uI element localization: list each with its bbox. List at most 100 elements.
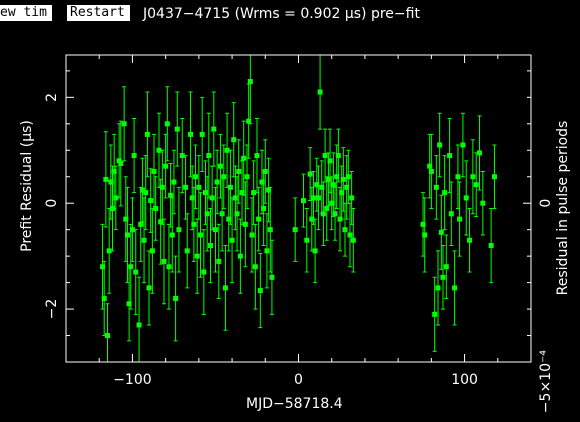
data-point[interactable]	[455, 174, 461, 180]
data-point[interactable]	[164, 121, 170, 127]
data-point[interactable]	[266, 187, 272, 193]
data-point[interactable]	[437, 142, 443, 148]
data-point[interactable]	[131, 153, 137, 159]
data-point[interactable]	[467, 237, 473, 243]
data-point[interactable]	[304, 237, 310, 243]
data-point[interactable]	[428, 168, 434, 174]
data-point[interactable]	[312, 248, 318, 254]
data-point[interactable]	[427, 163, 433, 169]
data-point[interactable]	[477, 150, 483, 156]
data-point[interactable]	[244, 174, 250, 180]
data-point[interactable]	[317, 89, 323, 95]
data-point[interactable]	[319, 184, 325, 190]
data-point[interactable]	[118, 161, 124, 167]
data-point[interactable]	[234, 211, 240, 217]
data-point[interactable]	[315, 195, 321, 201]
data-point[interactable]	[292, 227, 298, 233]
data-point[interactable]	[232, 195, 238, 201]
data-point[interactable]	[176, 227, 182, 233]
data-point[interactable]	[206, 153, 212, 159]
data-point[interactable]	[448, 211, 454, 217]
data-point[interactable]	[174, 126, 180, 132]
data-point[interactable]	[123, 216, 129, 222]
data-point[interactable]	[168, 192, 174, 198]
data-point[interactable]	[252, 264, 258, 270]
data-point[interactable]	[236, 168, 242, 174]
data-point[interactable]	[224, 147, 230, 153]
data-point[interactable]	[259, 179, 265, 185]
data-point[interactable]	[173, 295, 179, 301]
data-point[interactable]	[169, 232, 175, 238]
data-point[interactable]	[196, 184, 202, 190]
data-point[interactable]	[488, 243, 494, 249]
data-point[interactable]	[335, 153, 341, 159]
data-point[interactable]	[257, 288, 263, 294]
data-point[interactable]	[480, 200, 486, 206]
data-point[interactable]	[324, 206, 330, 211]
data-point[interactable]	[219, 211, 225, 217]
data-point[interactable]	[111, 168, 117, 174]
data-point[interactable]	[101, 295, 107, 301]
data-point[interactable]	[267, 227, 273, 233]
data-point[interactable]	[440, 274, 446, 280]
data-point[interactable]	[261, 206, 267, 211]
data-point[interactable]	[473, 182, 479, 188]
data-point[interactable]	[138, 221, 144, 227]
data-point[interactable]	[121, 121, 127, 127]
data-point[interactable]	[249, 232, 255, 238]
data-point[interactable]	[452, 285, 458, 291]
data-point[interactable]	[247, 78, 253, 84]
data-point[interactable]	[199, 131, 205, 137]
data-point[interactable]	[432, 311, 438, 317]
data-point[interactable]	[143, 190, 149, 196]
data-point[interactable]	[124, 232, 130, 238]
new-tim-button[interactable]: ew tim	[0, 5, 52, 21]
data-point[interactable]	[128, 264, 134, 270]
data-point[interactable]	[212, 227, 218, 233]
data-point[interactable]	[194, 253, 200, 259]
data-point[interactable]	[229, 237, 235, 243]
data-point[interactable]	[443, 264, 449, 270]
data-point[interactable]	[188, 131, 194, 137]
data-point[interactable]	[345, 174, 351, 180]
data-point[interactable]	[262, 168, 268, 174]
data-point[interactable]	[309, 216, 315, 222]
data-point[interactable]	[422, 232, 428, 238]
data-point[interactable]	[435, 285, 441, 291]
data-point[interactable]	[269, 274, 275, 280]
data-point[interactable]	[144, 131, 150, 137]
data-point[interactable]	[239, 190, 245, 196]
data-point[interactable]	[222, 285, 228, 291]
data-point[interactable]	[350, 237, 356, 243]
data-point[interactable]	[314, 182, 320, 188]
data-point[interactable]	[184, 248, 190, 254]
data-point[interactable]	[103, 176, 109, 182]
restart-button[interactable]: Restart	[67, 5, 130, 21]
data-point[interactable]	[203, 190, 208, 196]
data-point[interactable]	[254, 153, 260, 159]
data-point[interactable]	[141, 237, 147, 243]
data-point[interactable]	[256, 216, 262, 222]
data-point[interactable]	[438, 229, 444, 235]
data-point[interactable]	[300, 198, 306, 204]
data-point[interactable]	[209, 195, 215, 201]
data-point[interactable]	[189, 195, 195, 201]
data-point[interactable]	[148, 198, 154, 204]
data-point[interactable]	[149, 248, 155, 254]
data-point[interactable]	[241, 155, 247, 161]
data-point[interactable]	[126, 301, 132, 307]
data-point[interactable]	[108, 179, 114, 185]
data-point[interactable]	[340, 176, 346, 182]
data-point[interactable]	[163, 163, 169, 169]
data-point[interactable]	[116, 158, 122, 164]
data-point[interactable]	[211, 126, 217, 132]
data-point[interactable]	[246, 118, 252, 124]
data-point[interactable]	[457, 216, 463, 222]
data-point[interactable]	[171, 179, 177, 185]
data-point[interactable]	[327, 158, 333, 164]
data-point[interactable]	[158, 219, 164, 225]
data-point[interactable]	[105, 333, 111, 339]
data-point[interactable]	[325, 176, 331, 182]
data-point[interactable]	[347, 232, 353, 238]
